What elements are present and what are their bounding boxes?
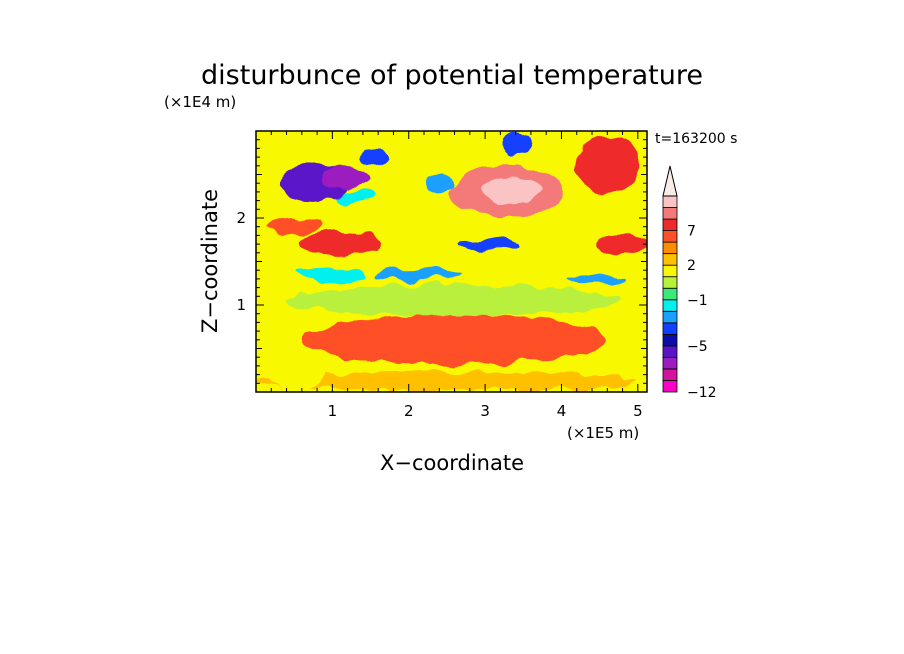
contour-cell-11 — [501, 131, 530, 158]
contour-cell-14 — [576, 135, 638, 197]
contour-cell-7 — [267, 218, 321, 236]
colorbar-swatch — [662, 357, 678, 370]
colorbar-legend: −12−5−127 — [662, 165, 717, 401]
contour-band-2 — [301, 315, 608, 365]
colorbar-swatch — [662, 230, 678, 243]
contour-cell-12 — [458, 238, 520, 251]
x-tick-label: 1 — [328, 402, 338, 420]
y-axis: 12 — [236, 139, 647, 384]
contour-plot-area — [256, 131, 647, 392]
contour-cell-6 — [425, 174, 454, 192]
contour-cell-15 — [595, 233, 647, 255]
colorbar-swatch — [662, 195, 678, 208]
colorbar-swatch — [662, 299, 678, 312]
colorbar-swatch — [662, 380, 678, 393]
y-tick-label: 1 — [236, 296, 246, 314]
colorbar-swatch — [662, 287, 678, 301]
colorbar-swatch — [662, 368, 678, 381]
time-label: t=163200 s — [655, 131, 737, 147]
contour-band-0 — [286, 284, 623, 317]
colorbar-swatch — [662, 207, 678, 220]
contour-cell-9 — [569, 273, 623, 285]
colorbar-swatch — [662, 241, 678, 255]
colorbar-label: −12 — [687, 385, 717, 401]
x-axis-label: X−coordinate — [380, 451, 524, 475]
colorbar-swatch — [662, 333, 678, 347]
x-tick-label: 4 — [557, 402, 567, 420]
colorbar-swatch — [662, 253, 678, 266]
x-axis: 1 2 3 4 5 — [270, 131, 643, 420]
contour-cell-8 — [374, 268, 459, 281]
y-axis-label: Z−coordinate — [198, 189, 222, 333]
contour-cell-5 — [298, 267, 367, 282]
colorbar-label: −1 — [687, 293, 708, 309]
colorbar-swatch — [662, 276, 678, 289]
colorbar-swatch — [662, 218, 678, 231]
contour-cell-18 — [485, 177, 539, 204]
contour-cell-19 — [320, 165, 367, 187]
contour-cell-13 — [298, 232, 383, 256]
y-unit-label: (×1E4 m) — [164, 93, 236, 111]
colorbar-overflow-arrow — [662, 165, 678, 197]
colorbar-swatch — [662, 322, 678, 335]
colorbar-swatch — [662, 345, 678, 358]
colorbar-label: 7 — [687, 224, 696, 240]
contour-cell-4 — [336, 189, 375, 204]
chart-title: disturbunce of potential temperature — [201, 60, 703, 91]
colorbar-label: 2 — [687, 258, 696, 274]
y-tick-label: 2 — [236, 209, 246, 227]
contour-band-1 — [256, 371, 638, 392]
colorbar-swatch — [662, 264, 678, 278]
colorbar-label: −5 — [687, 339, 708, 355]
x-tick-label: 2 — [404, 402, 414, 420]
contour-cell-10 — [360, 148, 389, 166]
x-tick-label: 5 — [633, 402, 643, 420]
colorbar-swatch — [662, 310, 678, 324]
contour-cell-3 — [271, 358, 325, 391]
x-tick-label: 3 — [480, 402, 490, 420]
x-unit-label: (×1E5 m) — [567, 424, 639, 442]
